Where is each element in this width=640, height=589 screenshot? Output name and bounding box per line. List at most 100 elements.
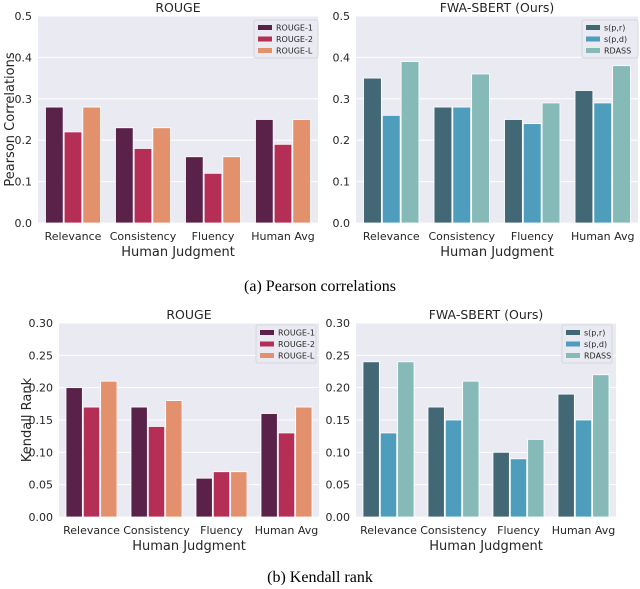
x-tick-label: Fluency <box>200 524 243 537</box>
bar-s-p-d--human-avg <box>593 102 613 224</box>
y-tick-label: 0.1 <box>333 176 351 189</box>
y-tick-label: 0.15 <box>326 414 351 427</box>
bar-rdass-relevance <box>400 61 420 224</box>
y-tick-label: 0.10 <box>326 446 351 459</box>
y-tick-label: 0.25 <box>29 349 54 362</box>
legend-swatch <box>260 353 274 358</box>
bar-rouge-2-relevance <box>82 406 101 518</box>
bar-s-p-r--human-avg <box>557 393 575 518</box>
legend-label: RDASS <box>584 352 611 361</box>
x-tick-label: Fluency <box>497 524 540 537</box>
y-tick-label: 0.15 <box>29 414 54 427</box>
legend: ROUGE-1 ROUGE-2 ROUGE-L <box>253 19 319 59</box>
bar-s-p-r--fluency <box>504 119 523 224</box>
bar-rouge-1-human-avg <box>260 413 278 518</box>
bar-rouge-l-human-avg <box>292 119 311 224</box>
y-tick-label: 0.10 <box>29 446 54 459</box>
y-tick-label: 0.2 <box>333 134 351 147</box>
x-tick-label: Fluency <box>192 230 235 243</box>
legend-swatch <box>586 36 600 42</box>
bar-rouge-l-relevance <box>82 106 101 224</box>
bar-rouge-l-fluency <box>222 156 241 224</box>
bar-rouge-1-fluency <box>185 156 204 224</box>
bar-rouge-2-human-avg <box>277 432 296 518</box>
y-tick-label: 0.05 <box>326 479 351 492</box>
y-tick-label: 0.00 <box>29 511 54 524</box>
subplot-1: 0.0 0.1 0.2 0.3 0.4 0.5 Relevance Consistency Fl… <box>3 0 319 260</box>
x-tick-label: Consistency <box>420 524 487 537</box>
bar-rouge-1-relevance <box>45 106 64 224</box>
x-tick-label: Human Avg <box>552 524 616 537</box>
bar-rdass-human-avg <box>612 65 631 224</box>
x-tick-label: Fluency <box>511 230 554 243</box>
y-tick-label: 0.20 <box>326 382 351 395</box>
legend-label: ROUGE-1 <box>276 24 313 33</box>
bar-rouge-2-fluency <box>212 471 231 518</box>
bar-s-p-r--consistency <box>427 406 445 518</box>
bar-rouge-l-consistency <box>165 400 183 518</box>
bar-s-p-r--relevance <box>362 361 380 518</box>
x-axis-label: Human Judgment <box>429 539 543 554</box>
bar-rouge-1-fluency <box>195 477 213 518</box>
y-tick-label: 0.00 <box>326 511 351 524</box>
x-tick-label: Human Avg <box>255 524 319 537</box>
bar-rdass-consistency <box>462 380 480 518</box>
bar-s-p-d--relevance <box>381 114 401 224</box>
x-axis-label: Human Judgment <box>132 539 246 554</box>
legend-label: ROUGE-1 <box>278 329 315 338</box>
legend-label: s(p,r) <box>604 24 625 33</box>
bar-s-p-r--relevance <box>363 77 382 224</box>
y-tick-label: 0.3 <box>15 93 33 106</box>
y-tick-label: 0.5 <box>333 10 351 23</box>
y-tick-label: 0.20 <box>29 382 54 395</box>
legend-swatch <box>586 48 600 53</box>
y-tick-label: 0.2 <box>15 134 33 147</box>
y-tick-label: 0.0 <box>333 217 351 230</box>
bar-s-p-d--fluency <box>509 458 528 518</box>
legend-label: s(p,r) <box>584 329 605 338</box>
y-tick-label: 0.1 <box>15 176 33 189</box>
y-tick-label: 0.05 <box>29 479 54 492</box>
subplot-4: 0.00 0.05 0.10 0.15 0.20 0.25 0.30 Relevance Con… <box>326 307 616 554</box>
bar-s-p-r--human-avg <box>574 90 594 224</box>
legend-swatch <box>258 25 272 30</box>
x-tick-label: Relevance <box>63 524 120 537</box>
y-tick-label: 0.4 <box>333 51 351 64</box>
caption-a: (a) Pearson correlations <box>244 278 396 295</box>
bar-rouge-l-human-avg <box>295 406 313 518</box>
legend-label: ROUGE-L <box>276 47 313 56</box>
y-tick-label: 0.0 <box>15 217 33 230</box>
legend-label: ROUGE-2 <box>278 340 315 349</box>
bar-rdass-fluency <box>527 438 545 518</box>
subplot-3: 0.00 0.05 0.10 0.15 0.20 0.25 0.30 Relevance Con… <box>20 307 319 554</box>
bar-s-p-r--consistency <box>433 106 453 224</box>
legend-swatch <box>260 330 274 335</box>
x-axis-label: Human Judgment <box>440 245 554 260</box>
bar-s-p-d--relevance <box>379 432 398 518</box>
x-tick-label: Relevance <box>45 230 102 243</box>
subplot-2: 0.0 0.1 0.2 0.3 0.4 0.5 Relevance Consistency Fl… <box>333 0 639 260</box>
bar-rouge-2-human-avg <box>273 143 293 224</box>
bar-rouge-1-human-avg <box>255 119 274 224</box>
bar-rouge-2-consistency <box>147 426 166 518</box>
legend-label: ROUGE-2 <box>276 35 313 44</box>
bar-s-p-d--human-avg <box>574 419 593 518</box>
x-tick-label: Relevance <box>363 230 420 243</box>
bar-s-p-d--consistency <box>452 106 472 224</box>
y-tick-label: 0.30 <box>326 317 351 330</box>
chart-title: ROUGE <box>155 0 200 15</box>
y-tick-label: 0.25 <box>326 349 351 362</box>
legend-swatch <box>260 341 274 347</box>
bar-rdass-fluency <box>541 102 561 224</box>
bar-s-p-r--fluency <box>492 451 510 518</box>
chart-title: FWA-SBERT (Ours) <box>429 307 544 322</box>
legend-swatch <box>586 25 600 30</box>
chart-title: FWA-SBERT (Ours) <box>440 0 555 15</box>
legend-label: RDASS <box>604 47 631 56</box>
y-axis-label: Kendall Rank <box>20 377 35 462</box>
bar-rouge-2-relevance <box>63 131 83 224</box>
legend-swatch <box>258 36 272 42</box>
legend-swatch <box>566 330 580 335</box>
x-tick-label: Relevance <box>360 524 417 537</box>
